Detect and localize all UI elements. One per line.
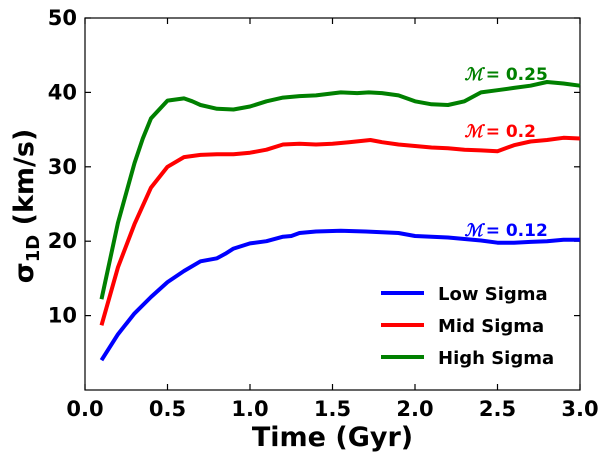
y-ticks: 10 20 30 40 50 <box>48 6 580 328</box>
mach-annotation: ℳ = 0.2 <box>465 122 536 142</box>
y-tick-label: 40 <box>48 80 77 104</box>
y-axis-title: σ1D (km/s) <box>9 129 44 284</box>
series-line-high-sigma <box>99 80 581 300</box>
legend-label-mid-sigma: Mid Sigma <box>438 316 544 337</box>
series-line-mid-sigma <box>99 135 581 326</box>
x-tick-label: 0.5 <box>149 397 186 421</box>
x-axis-title: Time (Gyr) <box>252 422 413 453</box>
legend: Low Sigma Mid Sigma High Sigma <box>381 284 554 369</box>
x-tick-label: 0.0 <box>66 397 103 421</box>
series-line-low-sigma <box>99 228 580 362</box>
y-tick-label: 50 <box>48 6 77 30</box>
y-axis-title-subscript: 1D <box>23 235 44 262</box>
mach-annotation: ℳ = 0.25 <box>465 65 548 85</box>
mach-value: = 0.12 <box>486 221 548 241</box>
mach-symbol: ℳ <box>465 65 486 85</box>
y-axis-title-symbol: σ <box>9 262 40 283</box>
x-ticks: 0.0 0.5 1.0 1.5 2.0 2.5 3.0 <box>66 18 599 421</box>
mach-symbol: ℳ <box>465 221 486 241</box>
y-tick-label: 30 <box>48 155 77 179</box>
x-tick-label: 2.5 <box>479 397 516 421</box>
x-tick-label: 1.5 <box>314 397 351 421</box>
x-tick-label: 3.0 <box>561 397 598 421</box>
y-tick-label: 10 <box>48 304 77 328</box>
x-tick-label: 2.0 <box>396 397 433 421</box>
mach-value: = 0.2 <box>486 122 536 142</box>
y-axis-title-unit: (km/s) <box>9 129 40 235</box>
legend-label-low-sigma: Low Sigma <box>438 284 548 305</box>
mach-symbol: ℳ <box>465 122 486 142</box>
legend-label-high-sigma: High Sigma <box>438 348 554 369</box>
mach-value: = 0.25 <box>486 65 548 85</box>
annotations: ℳ = 0.25ℳ = 0.2ℳ = 0.12 <box>465 65 548 241</box>
x-tick-label: 1.0 <box>231 397 268 421</box>
y-tick-label: 20 <box>48 229 77 253</box>
mach-annotation: ℳ = 0.12 <box>465 221 548 241</box>
series-lines <box>99 80 581 362</box>
